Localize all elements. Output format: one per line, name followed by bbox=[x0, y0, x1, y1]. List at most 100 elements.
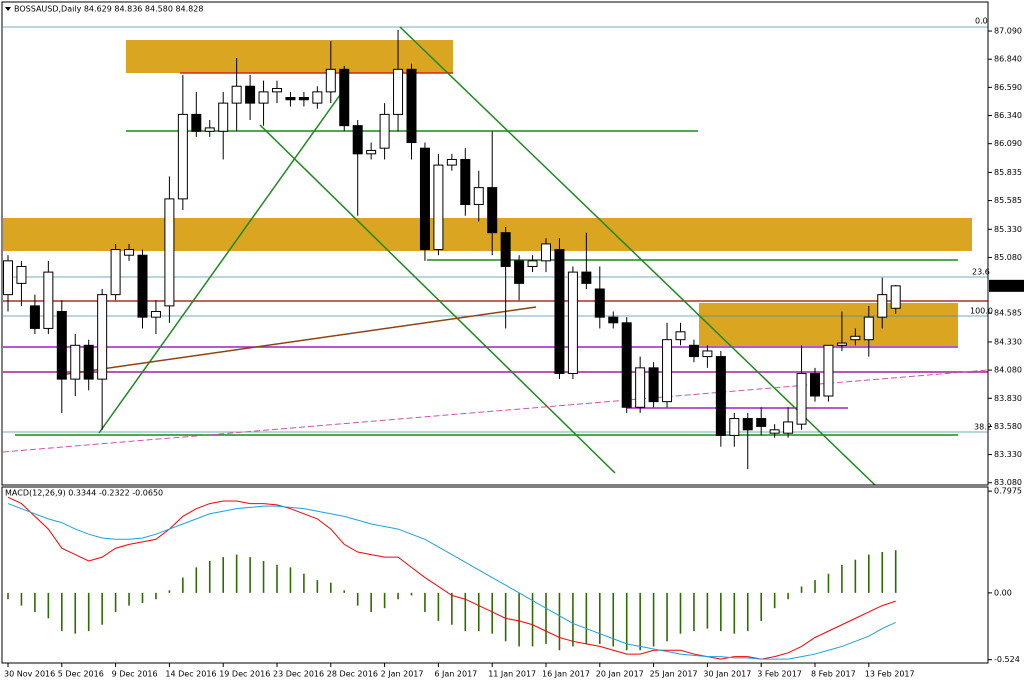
candle-body bbox=[272, 87, 282, 93]
y-tick-label: 83.830 bbox=[994, 394, 1022, 403]
candle-body bbox=[339, 68, 350, 127]
candle-body bbox=[460, 158, 471, 206]
candle-body bbox=[164, 198, 175, 307]
x-tick-label: 6 Jan 2017 bbox=[434, 670, 477, 679]
candle-body bbox=[433, 164, 444, 251]
y-tick-label: 85.330 bbox=[994, 225, 1022, 234]
candle-body bbox=[863, 316, 874, 341]
candle-body bbox=[245, 85, 256, 104]
x-tick-label: 5 Dec 2016 bbox=[58, 670, 104, 679]
candle-body bbox=[97, 294, 108, 380]
candle-body bbox=[541, 243, 551, 262]
candle-body bbox=[29, 305, 40, 329]
x-tick-label: 16 Jan 2017 bbox=[542, 670, 590, 679]
candle-body bbox=[796, 372, 807, 425]
macd-line bbox=[7, 503, 896, 660]
y-tick-label: 87.090 bbox=[994, 27, 1022, 36]
candle-body bbox=[124, 249, 135, 256]
x-tick-label: 14 Dec 2016 bbox=[165, 670, 216, 679]
y-tick-label: 86.840 bbox=[994, 55, 1022, 64]
x-tick-label: 25 Jan 2017 bbox=[650, 670, 698, 679]
trend-line bbox=[399, 26, 876, 486]
trend-line bbox=[259, 124, 616, 474]
y-tick-label: 85.585 bbox=[994, 196, 1022, 205]
y-tick-label: 86.340 bbox=[994, 111, 1022, 120]
candle-body bbox=[177, 113, 188, 200]
candle-body bbox=[419, 147, 430, 251]
candle-body bbox=[258, 91, 269, 104]
fib-label: 100.0 bbox=[970, 307, 993, 316]
candle-body bbox=[298, 96, 309, 101]
candle-body bbox=[823, 344, 834, 397]
candle-body bbox=[756, 418, 767, 427]
candle-body bbox=[406, 68, 417, 144]
x-tick-label: 9 Dec 2016 bbox=[112, 670, 158, 679]
zone bbox=[126, 40, 453, 73]
candle-body bbox=[702, 350, 713, 358]
candle-body bbox=[783, 421, 794, 434]
candle-body bbox=[554, 249, 565, 374]
candle-body bbox=[594, 288, 605, 318]
y-tick-label: 86.090 bbox=[994, 139, 1022, 148]
x-tick-label: 2 Jan 2017 bbox=[381, 670, 424, 679]
candle-body bbox=[567, 271, 578, 374]
y-tick-label: 83.330 bbox=[994, 450, 1022, 459]
y-tick-label: 0.7975 bbox=[994, 487, 1022, 496]
x-tick-label: 3 Feb 2017 bbox=[757, 670, 802, 679]
candle-body bbox=[110, 249, 121, 296]
candle-body bbox=[285, 96, 296, 101]
candle-body bbox=[890, 285, 901, 309]
x-tick-label: 30 Jan 2017 bbox=[703, 670, 751, 679]
candle-body bbox=[218, 102, 229, 132]
candle-body bbox=[608, 316, 619, 324]
y-tick-label: 83.580 bbox=[994, 422, 1022, 431]
candle-body bbox=[204, 127, 215, 132]
x-tick-label: 28 Dec 2016 bbox=[327, 670, 378, 679]
macd-panel-frame bbox=[1, 486, 989, 664]
last-price-box bbox=[989, 279, 1024, 292]
macd-title: MACD(12,26,9) 0.3344 -0.2322 -0.0650 bbox=[5, 489, 163, 498]
candle-body bbox=[675, 331, 686, 341]
candle-body bbox=[662, 339, 673, 403]
y-tick-label: -0.524 bbox=[994, 655, 1020, 664]
candle-body bbox=[715, 356, 726, 436]
candle-body bbox=[500, 232, 511, 267]
candle-body bbox=[137, 254, 148, 318]
trend-line bbox=[98, 87, 346, 434]
candle-body bbox=[150, 311, 161, 318]
candle-body bbox=[43, 271, 54, 329]
candle-body bbox=[3, 260, 13, 296]
chart-title: BOSSAUSD,Daily 84.629 84.836 84.580 84.8… bbox=[14, 5, 203, 14]
marks bbox=[3, 29, 901, 660]
fib-label: 0.0 bbox=[975, 17, 988, 26]
candle-body bbox=[16, 265, 27, 284]
candle-body bbox=[581, 271, 592, 284]
x-tick-label: 20 Jan 2017 bbox=[596, 670, 644, 679]
x-tick-label: 30 Nov 2016 bbox=[4, 670, 55, 679]
candle-body bbox=[473, 187, 484, 206]
y-tick-label: 85.080 bbox=[994, 253, 1022, 262]
fib-label: 23.6 bbox=[972, 268, 990, 277]
candle-body bbox=[83, 344, 94, 380]
candle-body bbox=[366, 149, 377, 155]
y-tick-label: 0.00 bbox=[994, 588, 1012, 597]
y-tick-label: 84.330 bbox=[994, 337, 1022, 346]
candle-body bbox=[231, 85, 242, 104]
y-tick-label: 84.585 bbox=[994, 309, 1022, 318]
trend-line bbox=[59, 306, 537, 376]
candle-body bbox=[877, 294, 888, 318]
x-tick-label: 11 Jan 2017 bbox=[488, 670, 536, 679]
candle-body bbox=[729, 418, 740, 436]
candle-body bbox=[514, 260, 525, 284]
price-panel-frame bbox=[1, 1, 989, 486]
x-tick-label: 19 Dec 2016 bbox=[219, 670, 270, 679]
candle-body bbox=[635, 367, 646, 408]
candle-body bbox=[379, 113, 390, 149]
candle-body bbox=[56, 311, 67, 380]
y-tick-label: 84.080 bbox=[994, 366, 1022, 375]
candle-body bbox=[527, 260, 538, 267]
candle-body bbox=[393, 68, 404, 115]
candle-body bbox=[325, 68, 336, 93]
candle-body bbox=[810, 372, 820, 397]
x-tick-label: 8 Feb 2017 bbox=[811, 670, 856, 679]
